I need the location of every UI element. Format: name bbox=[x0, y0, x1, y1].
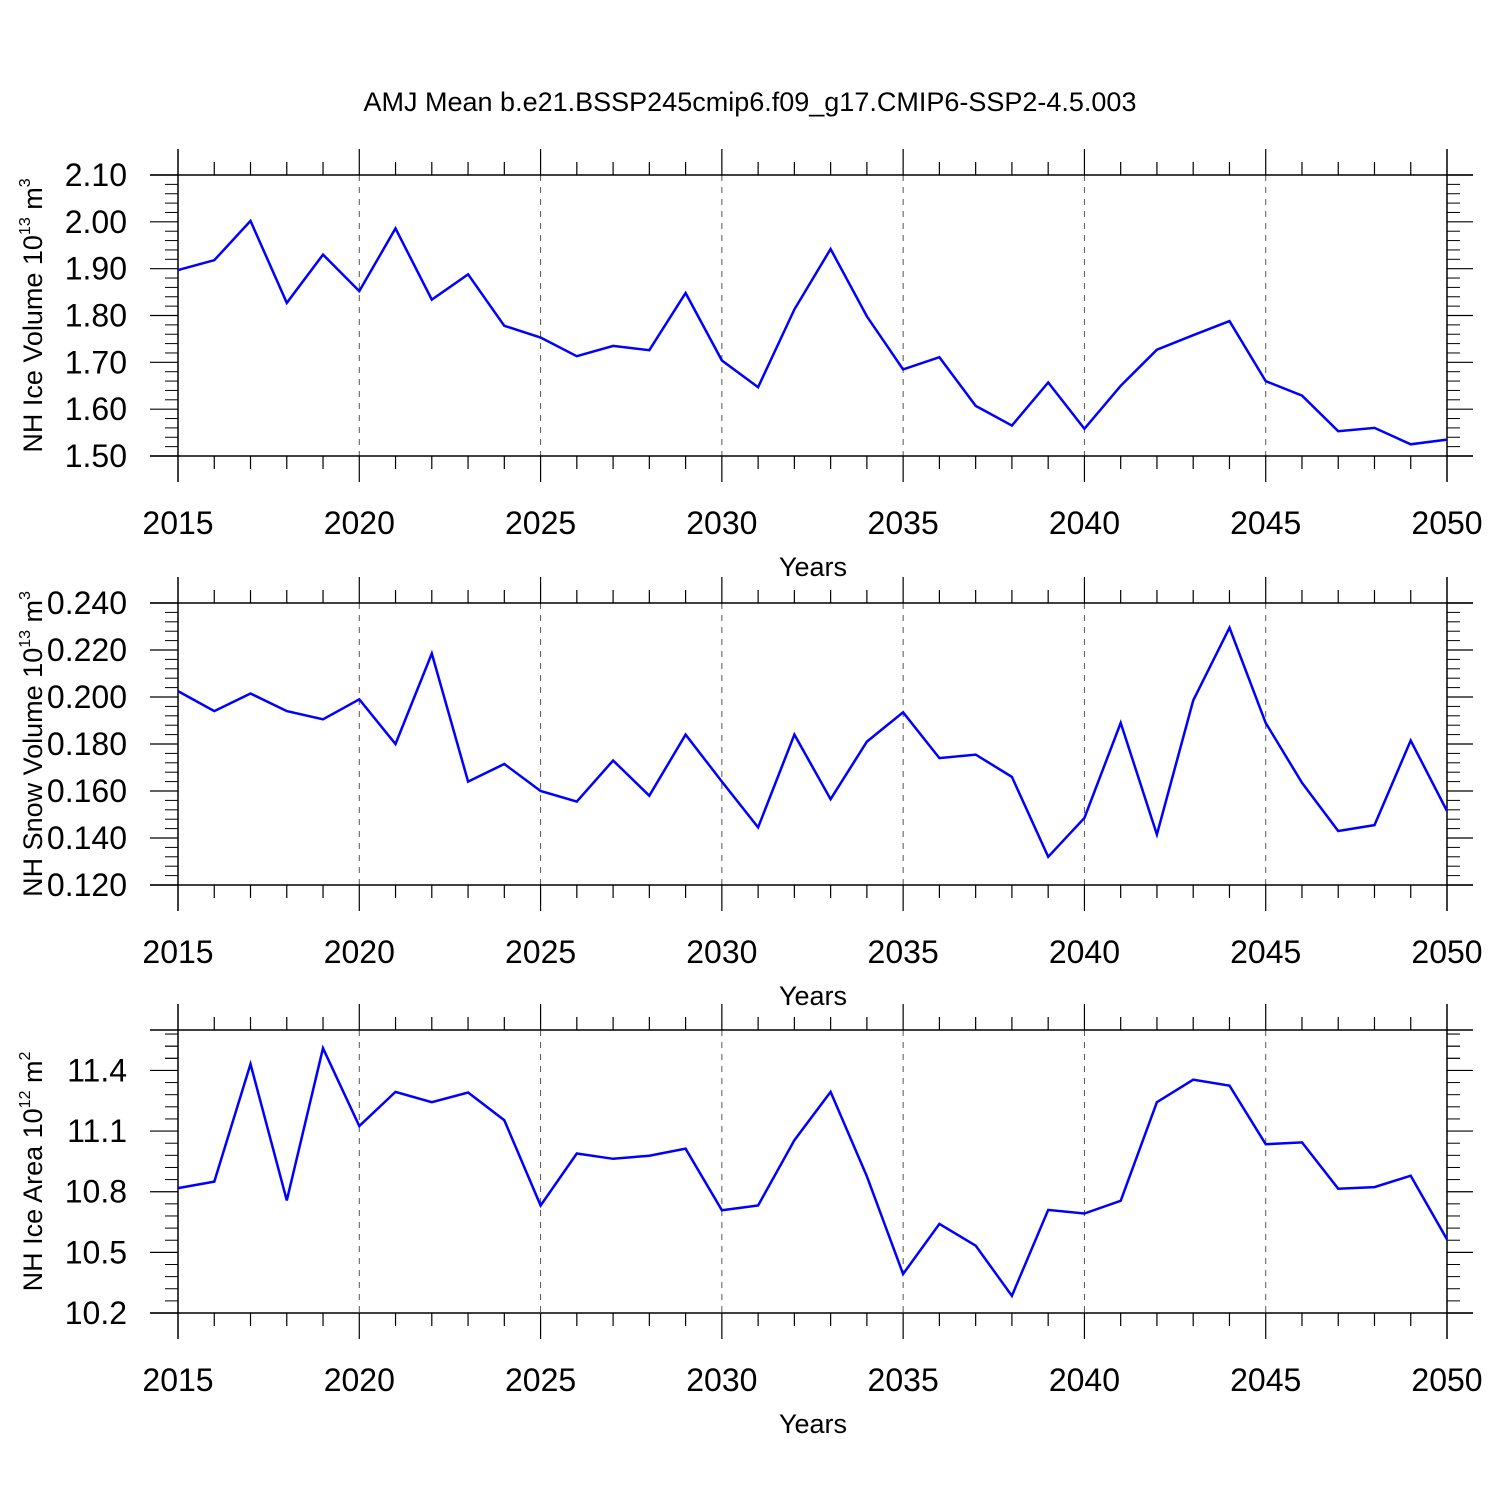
chart2-ytick-label-5: 0.220 bbox=[47, 632, 127, 668]
chart2-xtick-label-7: 2050 bbox=[1411, 934, 1482, 970]
chart1-xtick-label-3: 2030 bbox=[686, 505, 757, 541]
chart2-ytick-label-2: 0.160 bbox=[47, 773, 127, 809]
chart2-xtick-label-2: 2025 bbox=[505, 934, 576, 970]
chart1-xtick-label-7: 2050 bbox=[1411, 505, 1482, 541]
chart2-ytick-label-4: 0.200 bbox=[47, 679, 127, 715]
chart2-xtick-label-5: 2040 bbox=[1049, 934, 1120, 970]
chart3-ytick-label-0: 10.2 bbox=[65, 1295, 127, 1331]
chart1-xtick-label-1: 2020 bbox=[324, 505, 395, 541]
chart1-xtick-label-6: 2045 bbox=[1230, 505, 1301, 541]
chart2-xtick-label-4: 2035 bbox=[868, 934, 939, 970]
chart1-ytick-label-2: 1.70 bbox=[65, 344, 127, 380]
chart3-xtick-label-2: 2025 bbox=[505, 1362, 576, 1398]
chart2-series-line bbox=[177, 624, 1449, 860]
chart3-xlabel: Years bbox=[779, 1409, 847, 1439]
panel-ice-volume: 1.50 1.60 1.70 1.80 1.90 2.00 2.10 2015 2020 2025… bbox=[17, 149, 1483, 582]
chart3-xtick-label-7: 2050 bbox=[1411, 1362, 1482, 1398]
chart1-ytick-label-1: 1.60 bbox=[65, 391, 127, 427]
chart2-xtick-label-3: 2030 bbox=[686, 934, 757, 970]
chart1-series-line bbox=[177, 218, 1448, 446]
chart2-ytick-label-3: 0.180 bbox=[47, 726, 127, 762]
chart1-ylabel: NH Ice Volume 1013 m3 bbox=[17, 178, 48, 452]
chart1-xtick-label-5: 2040 bbox=[1049, 505, 1120, 541]
chart1-xtick-label-4: 2035 bbox=[868, 505, 939, 541]
chart3-ytick-label-4: 11.4 bbox=[67, 1052, 127, 1088]
panel-snow-volume: 0.120 0.140 0.160 0.180 0.200 0.220 0.240 2015 2… bbox=[17, 577, 1483, 1011]
chart2-xtick-label-6: 2045 bbox=[1230, 934, 1301, 970]
chart3-ytick-label-2: 10.8 bbox=[65, 1174, 127, 1210]
chart3-xtick-label-6: 2045 bbox=[1230, 1362, 1301, 1398]
chart2-xtick-label-1: 2020 bbox=[324, 934, 395, 970]
chart1-ytick-label-0: 1.50 bbox=[65, 438, 127, 474]
chart1-xtick-label-2: 2025 bbox=[505, 505, 576, 541]
chart1-ytick-label-5: 2.00 bbox=[65, 204, 127, 240]
chart3-xtick-label-0: 2015 bbox=[142, 1362, 213, 1398]
chart3-xtick-label-5: 2040 bbox=[1049, 1362, 1120, 1398]
chart1-ytick-label-6: 2.10 bbox=[65, 157, 127, 193]
chart2-ytick-label-6: 0.240 bbox=[47, 585, 127, 621]
chart3-ytick-label-3: 11.1 bbox=[67, 1113, 127, 1149]
chart3-ylabel: NH Ice Area 1012 m2 bbox=[17, 1052, 48, 1292]
chart2-xlabel: Years bbox=[779, 981, 847, 1011]
chart-title: AMJ Mean b.e21.BSSP245cmip6.f09_g17.CMIP… bbox=[364, 87, 1137, 117]
chart2-ytick-label-1: 0.140 bbox=[47, 820, 127, 856]
chart3-ytick-label-1: 10.5 bbox=[65, 1234, 127, 1270]
chart2-ylabel: NH Snow Volume 1013 m3 bbox=[17, 591, 48, 897]
chart1-xtick-label-0: 2015 bbox=[142, 505, 213, 541]
chart3-xtick-label-4: 2035 bbox=[868, 1362, 939, 1398]
chart2-xtick-label-0: 2015 bbox=[142, 934, 213, 970]
chart2-ytick-label-0: 0.120 bbox=[47, 867, 127, 903]
chart1-ytick-label-4: 1.90 bbox=[65, 251, 127, 287]
chart3-xtick-label-3: 2030 bbox=[686, 1362, 757, 1398]
chart3-xtick-label-1: 2020 bbox=[324, 1362, 395, 1398]
chart3-series-line bbox=[177, 1044, 1449, 1299]
chart1-ytick-label-3: 1.80 bbox=[65, 298, 127, 334]
chart1-xlabel: Years bbox=[779, 552, 847, 582]
panel-ice-area: 10.2 10.5 10.8 11.1 11.4 2015 2020 2025 2030 2035… bbox=[17, 1004, 1483, 1439]
